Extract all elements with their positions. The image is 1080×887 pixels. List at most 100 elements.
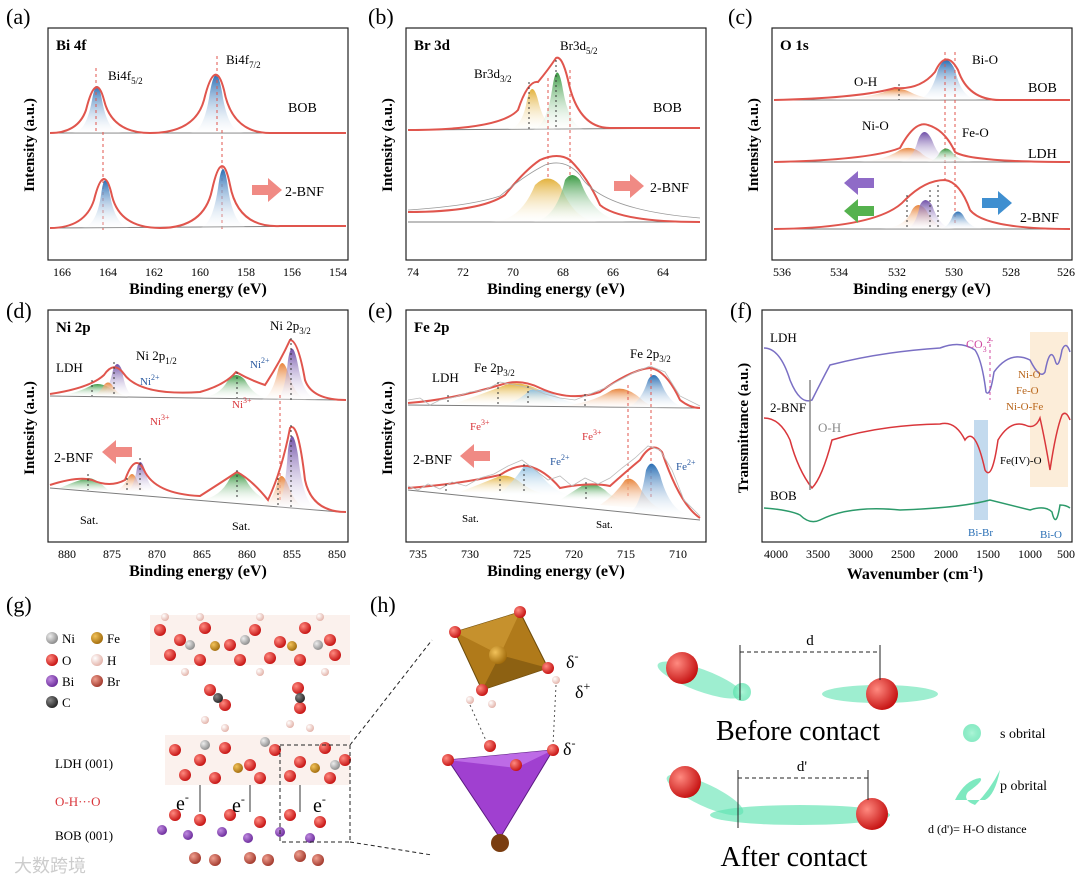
svg-text:H: H xyxy=(107,653,116,668)
svg-text:Fe-O: Fe-O xyxy=(1016,385,1039,397)
svg-text:Bi4f5/2: Bi4f5/2 xyxy=(108,68,143,86)
panel-f: (f) LDH 2-BNF BOB O-H CO32- Ni-O Fe-O Ni… xyxy=(730,298,1075,583)
bio-tetrahedron xyxy=(442,740,559,852)
svg-text:72: 72 xyxy=(457,265,469,279)
svg-text:Ni2+: Ni2+ xyxy=(140,373,160,388)
arrow-left-icon xyxy=(460,444,490,468)
svg-text:530: 530 xyxy=(945,265,963,279)
svg-text:855: 855 xyxy=(283,547,301,561)
svg-text:Binding energy (eV): Binding energy (eV) xyxy=(853,281,991,298)
svg-text:64: 64 xyxy=(657,265,669,279)
panel-g: (g) Ni Fe O H Bi Br C xyxy=(6,592,433,876)
svg-text:3500: 3500 xyxy=(806,547,830,561)
svg-text:BOB: BOB xyxy=(653,101,682,116)
svg-text:(c): (c) xyxy=(728,4,752,29)
svg-text:860: 860 xyxy=(238,547,256,561)
svg-text:166: 166 xyxy=(53,265,71,279)
svg-text:3000: 3000 xyxy=(849,547,873,561)
svg-text:Br: Br xyxy=(107,674,121,689)
atom-legend: Ni Fe O H Bi Br C xyxy=(46,631,121,710)
svg-text:2-BNF: 2-BNF xyxy=(413,453,452,468)
svg-text:536: 536 xyxy=(773,265,791,279)
svg-text:Bi-Br: Bi-Br xyxy=(968,527,993,539)
svg-text:Ni2+: Ni2+ xyxy=(250,356,270,371)
svg-text:BOB: BOB xyxy=(770,488,797,503)
after-contact-title: After contact xyxy=(721,842,868,873)
svg-text:2-BNF: 2-BNF xyxy=(770,400,806,415)
svg-text:725: 725 xyxy=(513,547,531,561)
svg-text:Binding energy (eV): Binding energy (eV) xyxy=(487,281,625,298)
svg-text:Sat.: Sat. xyxy=(462,513,479,525)
bnf-label: 2-BNF xyxy=(285,185,324,200)
svg-text:Ni-O-Fe: Ni-O-Fe xyxy=(1006,401,1043,413)
ldh-ir-curve xyxy=(763,343,1071,402)
bob-fit-curve xyxy=(49,74,346,135)
svg-text:e-: e- xyxy=(313,792,326,817)
svg-text:Fe 2p3/2: Fe 2p3/2 xyxy=(474,360,515,378)
svg-text:Fe: Fe xyxy=(107,631,120,646)
svg-text:Sat.: Sat. xyxy=(232,519,250,533)
svg-text:735: 735 xyxy=(409,547,427,561)
watermark: 大数跨境 xyxy=(14,856,86,876)
svg-text:Fe2+: Fe2+ xyxy=(676,458,696,473)
svg-text:p obrital: p obrital xyxy=(1000,779,1047,794)
svg-text:BOB: BOB xyxy=(1028,81,1057,96)
arrow-right-icon xyxy=(252,178,282,202)
svg-text:Ni: Ni xyxy=(62,631,75,646)
svg-text:(h): (h) xyxy=(370,592,396,617)
svg-text:CO32-: CO32- xyxy=(966,336,994,354)
svg-text:Fe(IV)-O: Fe(IV)-O xyxy=(1000,455,1042,467)
panel-a-title: Bi 4f xyxy=(56,38,87,54)
svg-text:2-BNF: 2-BNF xyxy=(650,181,689,196)
svg-text:160: 160 xyxy=(191,265,209,279)
svg-text:1500: 1500 xyxy=(976,547,1000,561)
svg-text:d: d xyxy=(806,633,814,649)
svg-text:Ni3+: Ni3+ xyxy=(150,413,170,428)
panel-e: (e) Fe 2p LDH Fe 2p3/2 Fe 2p3/2 Fe3+ Fe3… xyxy=(368,298,707,580)
panel-c: (c) O 1s O-H Bi-O BOB Ni-O Fe-O LDH xyxy=(728,4,1075,298)
p-orbital-icon xyxy=(955,770,1000,805)
svg-text:(d): (d) xyxy=(6,298,32,323)
before-contact-title: Before contact xyxy=(716,716,880,747)
svg-text:880: 880 xyxy=(58,547,76,561)
panel-a: (a) Bi 4f Bi4f5/2 Bi4f7/2 BOB 2-BNF 166 … xyxy=(6,4,349,298)
svg-text:Br 3d: Br 3d xyxy=(414,38,451,54)
panel-a-label: (a) xyxy=(6,4,30,29)
svg-text:O-H: O-H xyxy=(818,420,841,435)
svg-text:Bi4f7/2: Bi4f7/2 xyxy=(226,52,261,70)
svg-text:710: 710 xyxy=(669,547,687,561)
svg-text:2-BNF: 2-BNF xyxy=(1020,211,1059,226)
bob-label: BOB xyxy=(288,101,317,116)
panel-a-xlabel: Binding energy (eV) xyxy=(129,281,267,298)
svg-text:LDH: LDH xyxy=(432,370,459,385)
svg-text:500: 500 xyxy=(1057,547,1075,561)
svg-text:Intensity (a.u.): Intensity (a.u.) xyxy=(22,381,38,475)
svg-text:66: 66 xyxy=(607,265,619,279)
svg-text:Intensity (a.u.): Intensity (a.u.) xyxy=(380,381,396,475)
svg-text:LDH: LDH xyxy=(1028,147,1057,162)
svg-text:Br3d3/2: Br3d3/2 xyxy=(474,66,512,84)
svg-text:LDH (001): LDH (001) xyxy=(55,756,113,771)
svg-text:(e): (e) xyxy=(368,298,392,323)
svg-text:730: 730 xyxy=(461,547,479,561)
arrow-right-icon xyxy=(982,191,1012,215)
svg-text:865: 865 xyxy=(193,547,211,561)
svg-text:2-BNF: 2-BNF xyxy=(54,451,93,466)
svg-text:Intensity (a.u.): Intensity (a.u.) xyxy=(746,98,762,192)
svg-text:O: O xyxy=(62,653,71,668)
svg-text:74: 74 xyxy=(407,265,419,279)
peak-bi4f52-label: Bi4f xyxy=(108,68,132,83)
svg-text:(b): (b) xyxy=(368,4,394,29)
svg-text:(f): (f) xyxy=(730,298,752,323)
bob-ir-curve xyxy=(763,499,1071,523)
svg-text:Bi: Bi xyxy=(62,674,75,689)
svg-text:O 1s: O 1s xyxy=(780,38,809,54)
after-contact-diagram xyxy=(666,766,890,830)
svg-text:Fe2+: Fe2+ xyxy=(550,453,570,468)
svg-text:70: 70 xyxy=(507,265,519,279)
svg-text:Ni-O: Ni-O xyxy=(862,118,889,133)
svg-text:Fe 2p: Fe 2p xyxy=(414,320,449,336)
svg-text:720: 720 xyxy=(565,547,583,561)
svg-text:164: 164 xyxy=(99,265,117,279)
